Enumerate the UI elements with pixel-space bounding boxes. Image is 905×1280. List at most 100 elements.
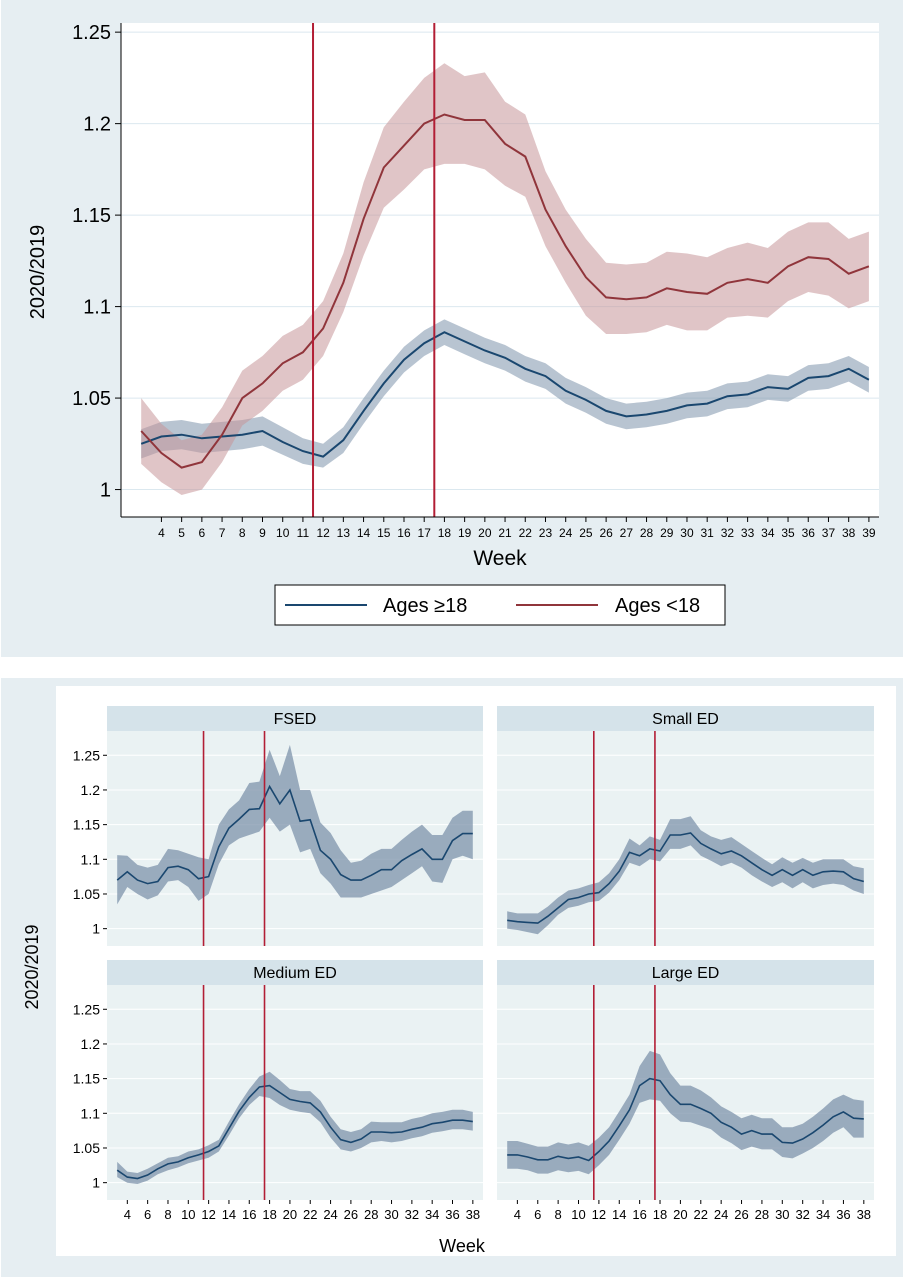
top-y-tick-label: 1.1 [83,297,111,319]
facet-x-tick-label: 18 [653,1207,667,1222]
facet-x-tick-label: 30 [775,1207,789,1222]
bottom-y-axis-label: 2020/2019 [22,924,42,1009]
top-line-adult [140,331,870,458]
facet-x-tick-label: 10 [571,1207,585,1222]
top-line-child [140,113,870,469]
top-x-tick-label: 38 [842,526,856,540]
facet-y-tick-label: 1.15 [73,817,100,833]
facet-x-tick-label: 26 [734,1207,748,1222]
facet-y-tick-label: 1.2 [81,1036,101,1052]
facet-panel: FSED 1 1.05 1.1 1.15 1.2 1.25 [73,706,483,946]
facet-series-line [507,832,865,924]
facet-header [497,960,874,985]
facet-y-tick-label: 1.2 [81,782,101,798]
facet-panel: Large ED 4 6 8 10 12 14 16 18 20 22 24 26 28 30 32 34 36 3… [497,960,874,1222]
facet-y-tick-label: 1.15 [73,1071,100,1087]
top-x-tick-label: 31 [701,526,715,540]
facet-x-tick-label: 28 [364,1207,378,1222]
top-x-tick-label: 13 [337,526,351,540]
top-x-tick-label: 30 [680,526,694,540]
top-axes [120,23,879,518]
facet-x-tick-label: 38 [466,1207,480,1222]
top-x-tick-label: 10 [276,526,290,540]
facet-y-tick-label: 1.25 [73,1001,100,1017]
facet-y-tick-label: 1.1 [81,1105,101,1121]
facet-y-tick-label: 1.05 [73,886,100,902]
top-x-tick-label: 6 [199,526,206,540]
top-x-tick-label: 20 [478,526,492,540]
top-x-tick-label: 23 [539,526,553,540]
facet-x-tick-label: 8 [164,1207,171,1222]
top-y-tick-label: 1.05 [72,388,111,410]
top-confidence-bands [141,63,869,496]
facet-title: Small ED [652,711,719,728]
facet-x-tick-label: 20 [283,1207,297,1222]
top-y-tick-label: 1 [100,480,111,502]
legend-label-child: Ages <18 [615,595,700,617]
top-x-tick-label: 4 [158,526,165,540]
top-x-tick-label: 39 [862,526,876,540]
facet-x-tick-label: 6 [144,1207,151,1222]
facet-x-tick-label: 22 [303,1207,317,1222]
facet-x-tick-label: 20 [673,1207,687,1222]
bottom-x-axis-label: Week [439,1236,486,1256]
facet-x-tick-label: 22 [694,1207,708,1222]
top-x-tick-label: 22 [519,526,533,540]
top-x-tick-label: 8 [239,526,246,540]
top-band-adult [141,319,869,468]
facet-header [107,706,483,731]
top-vertical-markers [312,23,436,517]
facet-x-tick-label: 16 [632,1207,646,1222]
facet-series-line [116,784,473,885]
top-y-ticks: 1 1.05 1.1 1.15 1.2 1.25 [72,22,121,502]
top-y-tick-label: 1.2 [83,114,111,136]
facet-x-tick-label: 36 [445,1207,459,1222]
facet-x-tick-label: 6 [534,1207,541,1222]
top-y-tick-label: 1.15 [72,205,111,227]
top-x-tick-label: 12 [316,526,330,540]
facet-x-tick-label: 4 [124,1207,131,1222]
top-x-axis-label: Week [473,547,527,570]
facet-x-tick-label: 14 [612,1207,626,1222]
top-x-tick-label: 37 [822,526,836,540]
facet-y-tick-label: 1.05 [73,1140,100,1156]
legend: Ages ≥18 Ages <18 [274,584,726,626]
facet-x-tick-label: 10 [181,1207,195,1222]
facet-series-line [507,1077,864,1162]
facet-x-tick-label: 18 [262,1207,276,1222]
facet-x-tick-label: 34 [816,1207,830,1222]
top-x-tick-label: 9 [259,526,266,540]
facet-x-tick-label: 38 [857,1207,871,1222]
facet-title: FSED [274,711,317,728]
facet-panel: Medium ED 1 1.05 1.1 1.15 1.2 1.25 4 6 8 10 12 14 16 1… [73,960,483,1222]
top-band-child [141,63,869,496]
top-x-tick-label: 33 [741,526,755,540]
top-x-tick-label: 15 [377,526,391,540]
top-x-tick-label: 29 [660,526,674,540]
facet-x-tick-label: 16 [242,1207,256,1222]
top-x-tick-label: 18 [438,526,452,540]
top-x-tick-label: 24 [559,526,573,540]
top-y-tick-label: 1.25 [72,22,111,44]
facet-panel: Small ED [497,706,874,946]
facet-panels: FSED 1 1.05 1.1 1.15 1.2 1.25 Small ED Medium ED… [73,706,874,1222]
top-x-tick-label: 14 [357,526,371,540]
top-x-tick-label: 32 [721,526,735,540]
legend-label-adult: Ages ≥18 [383,595,467,617]
facet-x-tick-label: 24 [714,1207,728,1222]
facet-x-tick-label: 26 [344,1207,358,1222]
top-x-tick-label: 5 [178,526,185,540]
top-x-tick-label: 25 [579,526,593,540]
facet-confidence-band [507,1050,864,1175]
top-x-tick-label: 28 [640,526,654,540]
facet-x-tick-label: 14 [222,1207,236,1222]
facet-title: Large ED [652,965,720,982]
top-x-tick-label: 26 [599,526,613,540]
facet-x-tick-label: 28 [755,1207,769,1222]
facet-confidence-band [117,744,473,905]
top-x-ticks: 4 5 6 7 8 9 10 11 12 13 14 15 16 17 18 19 20 21 22 23 24 25 26… [158,517,876,540]
top-y-axis-label: 2020/2019 [27,225,49,320]
facet-x-tick-label: 8 [555,1207,562,1222]
top-series-lines [140,113,870,469]
